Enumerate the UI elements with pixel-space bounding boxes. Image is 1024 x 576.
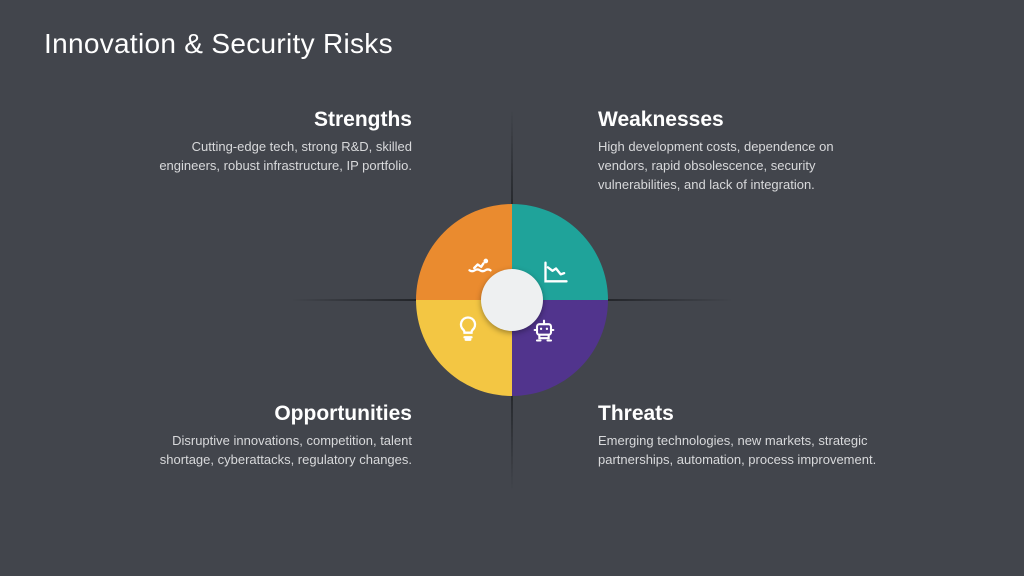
- quadrant-strengths: Strengths Cutting-edge tech, strong R&D,…: [132, 108, 412, 176]
- opportunities-heading: Opportunities: [132, 402, 412, 426]
- lightbulb-icon: [454, 314, 482, 342]
- weaknesses-body: High development costs, dependence on ve…: [598, 138, 878, 195]
- page-title: Innovation & Security Risks: [44, 28, 393, 60]
- quadrant-weaknesses: Weaknesses High development costs, depen…: [598, 108, 878, 195]
- opportunities-body: Disruptive innovations, competition, tal…: [132, 432, 412, 470]
- strengths-body: Cutting-edge tech, strong R&D, skilled e…: [132, 138, 412, 176]
- threats-body: Emerging technologies, new markets, stra…: [598, 432, 878, 470]
- quadrant-threats: Threats Emerging technologies, new marke…: [598, 402, 878, 470]
- weaknesses-heading: Weaknesses: [598, 108, 878, 132]
- quadrant-opportunities: Opportunities Disruptive innovations, co…: [132, 402, 412, 470]
- threats-heading: Threats: [598, 402, 878, 426]
- center-hub: [481, 269, 543, 331]
- strengths-heading: Strengths: [132, 108, 412, 132]
- declining-chart-icon: [542, 258, 570, 286]
